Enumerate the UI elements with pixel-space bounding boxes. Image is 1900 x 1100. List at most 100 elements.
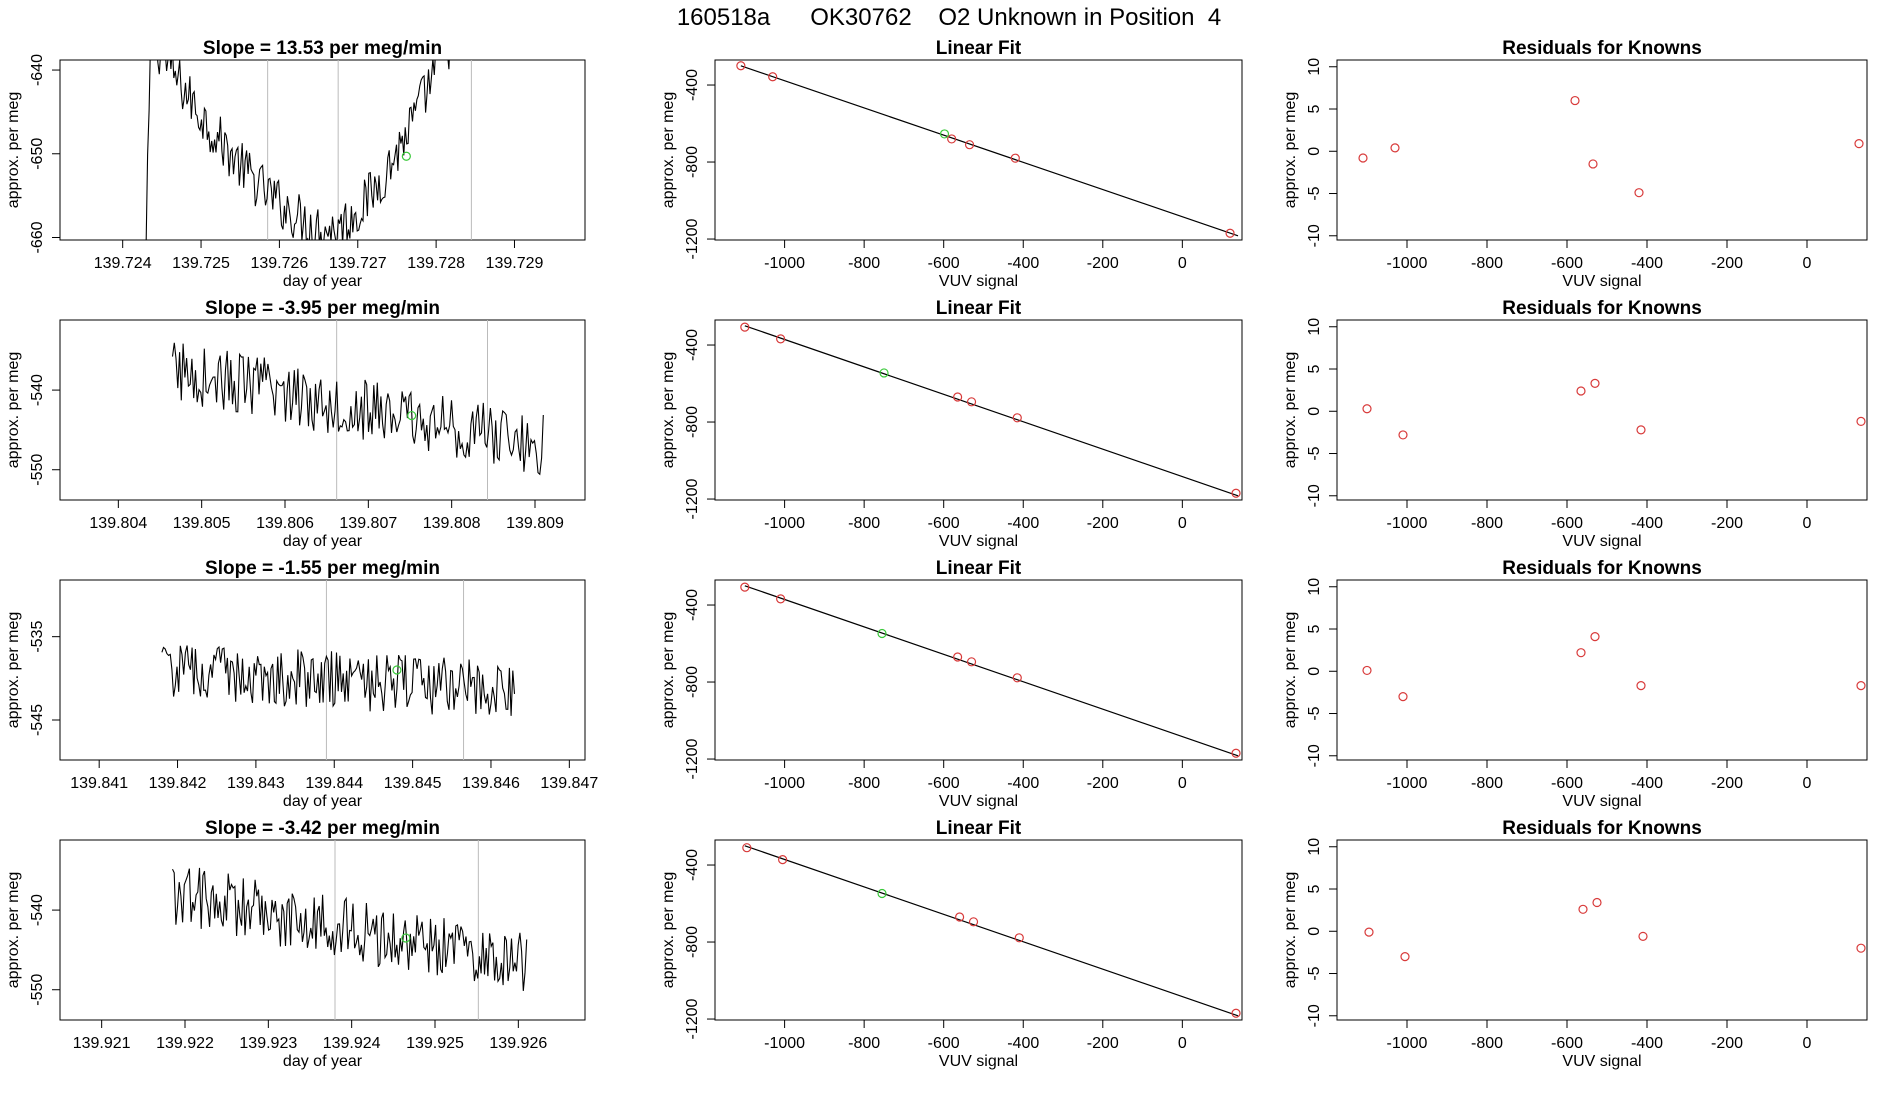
plot-frame — [59, 59, 586, 241]
x-axis-label: day of year — [283, 533, 363, 550]
y-tick-label: 0 — [1306, 407, 1323, 416]
x-tick-label: -1000 — [1387, 255, 1428, 272]
y-tick-label: -400 — [684, 589, 701, 621]
plot-frame — [714, 319, 1243, 501]
y-tick-label: 5 — [1306, 884, 1323, 893]
panel-2-3: Residuals for Knowns-1000 -800 -600 -400 -20… — [1282, 298, 1868, 550]
y-tick-label: -800 — [684, 666, 701, 698]
panel-title: Residuals for Knowns — [1502, 298, 1702, 319]
x-axis-label: day of year — [283, 1053, 363, 1070]
unknown-marker — [392, 665, 402, 675]
x-axis-label: VUV signal — [1562, 273, 1641, 290]
x-tick-label: -800 — [848, 515, 880, 532]
panel-3-1: Slope = -1.55 per meg/min 139.841 139.842 1… — [5, 558, 598, 810]
panel-3-2: Linear Fit -1000 -800 -600 -400 -200 0 -400 -800… — [660, 558, 1243, 810]
y-tick-label: -10 — [1306, 1004, 1323, 1027]
y-tick-label: -800 — [684, 146, 701, 178]
known-point — [742, 843, 752, 853]
residual-point — [1576, 648, 1586, 658]
residual-point — [1856, 416, 1866, 427]
x-tick-label: -200 — [1711, 515, 1743, 532]
residual-point — [1398, 692, 1408, 702]
x-axis-label: day of year — [283, 793, 363, 810]
panel-title: Slope = -1.55 per meg/min — [205, 558, 440, 579]
y-tick-label: -5 — [1306, 186, 1323, 200]
y-tick-label: -540 — [29, 374, 46, 406]
residual-point — [1362, 665, 1372, 676]
x-tick-label: -200 — [1087, 255, 1119, 272]
residual-point — [1638, 931, 1648, 941]
figure-title: 160518a OK30762 O2 Unknown in Position 4 — [677, 4, 1221, 31]
x-axis-label: day of year — [283, 273, 363, 290]
y-tick-label: 0 — [1306, 927, 1323, 936]
x-tick-label: 0 — [1178, 255, 1187, 272]
y-tick-label: -10 — [1306, 224, 1323, 247]
known-point — [1231, 488, 1241, 498]
panel-1-3: Residuals for Knowns-1000 -800 -600 -400 -20… — [1282, 38, 1868, 290]
y-tick-label: -5 — [1306, 706, 1323, 720]
x-tick-label: -800 — [1471, 1035, 1503, 1052]
residual-point — [1634, 188, 1644, 198]
known-point — [1012, 673, 1022, 683]
x-tick-label: 139.842 — [149, 775, 207, 792]
panel-1-1: Slope = 13.53 per meg/min 139.724 139.725 1… — [5, 38, 586, 290]
x-tick-label: -600 — [928, 1035, 960, 1052]
known-point — [955, 912, 965, 922]
x-tick-label: -800 — [848, 1035, 880, 1052]
known-point — [776, 594, 786, 604]
y-tick-label: 10 — [1306, 318, 1323, 336]
plot-area — [1358, 95, 1864, 198]
x-tick-label: 139.808 — [423, 515, 481, 532]
panel-title: Residuals for Knowns — [1502, 818, 1702, 839]
x-tick-label: 139.926 — [489, 1035, 547, 1052]
known-point — [776, 334, 786, 344]
x-tick-label: -600 — [1551, 775, 1583, 792]
y-tick-label: -660 — [29, 221, 46, 253]
x-tick-label: -200 — [1087, 515, 1119, 532]
x-tick-label: -400 — [1007, 515, 1039, 532]
x-tick-label: 139.922 — [156, 1035, 214, 1052]
residual-point — [1358, 153, 1368, 163]
y-axis-label: approx. per meg — [1282, 352, 1299, 469]
x-tick-label: -600 — [928, 255, 960, 272]
x-axis-label: VUV signal — [1562, 1053, 1641, 1070]
plot-frame — [714, 59, 1243, 241]
x-tick-label: 0 — [1803, 1035, 1812, 1052]
x-tick-label: 139.807 — [339, 515, 397, 532]
x-tick-label: 139.844 — [305, 775, 363, 792]
y-axis-label: approx. per meg — [660, 872, 677, 989]
x-tick-label: 139.923 — [239, 1035, 297, 1052]
y-tick-label: -1200 — [684, 478, 701, 519]
residual-point — [1590, 378, 1600, 388]
x-tick-label: 139.846 — [462, 775, 520, 792]
fit-line — [744, 845, 1239, 1017]
x-tick-label: 139.806 — [256, 515, 314, 532]
residual-point — [1578, 904, 1588, 914]
panel-4-2: Linear Fit -1000 -800 -600 -400 -200 0 -400 -800… — [660, 818, 1243, 1070]
residual-point — [1570, 95, 1580, 106]
y-tick-label: -400 — [684, 849, 701, 881]
y-tick-label: -1200 — [684, 738, 701, 779]
x-tick-label: 0 — [1178, 1035, 1187, 1052]
residual-point — [1592, 897, 1602, 908]
x-tick-label: -200 — [1087, 775, 1119, 792]
panel-title: Slope = -3.42 per meg/min — [205, 818, 440, 839]
plot-frame — [1336, 59, 1868, 241]
x-tick-label: 139.724 — [94, 255, 152, 272]
y-axis-label: approx. per meg — [5, 872, 22, 989]
y-tick-label: -535 — [29, 621, 46, 653]
panel-2-2: Linear Fit -1000 -800 -600 -400 -200 0 -400 -800… — [660, 298, 1243, 550]
residual-point — [1636, 681, 1646, 691]
x-tick-label: 0 — [1803, 515, 1812, 532]
residual-point — [1400, 952, 1410, 962]
x-tick-label: 0 — [1178, 515, 1187, 532]
y-tick-label: -550 — [29, 454, 46, 486]
plot-area — [740, 322, 1241, 498]
known-point — [1231, 1008, 1241, 1018]
x-tick-label: 139.727 — [329, 255, 387, 272]
y-tick-label: -550 — [29, 974, 46, 1006]
known-point — [1012, 413, 1022, 423]
x-tick-label: 139.925 — [406, 1035, 464, 1052]
panel-title: Linear Fit — [936, 818, 1022, 839]
